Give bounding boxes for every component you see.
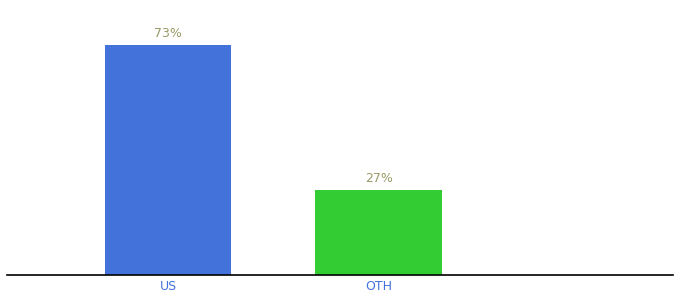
Bar: [316, 190, 442, 275]
Text: 27%: 27%: [364, 172, 392, 185]
Text: 73%: 73%: [154, 27, 182, 40]
Bar: [105, 45, 231, 275]
